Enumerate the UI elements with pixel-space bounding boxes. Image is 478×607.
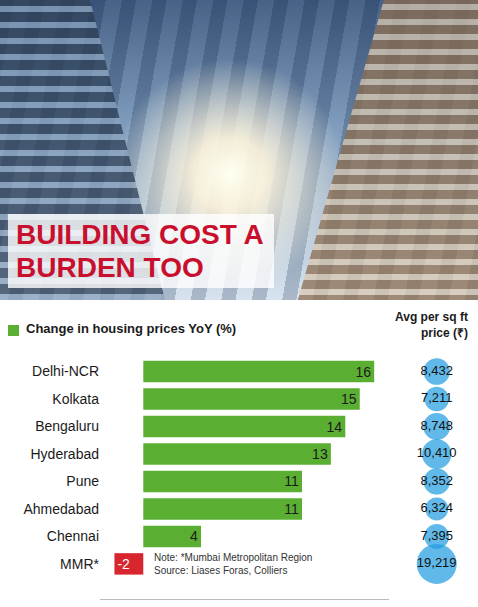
svg-text:11: 11: [284, 473, 299, 489]
svg-text:8,352: 8,352: [420, 473, 453, 488]
svg-text:Delhi-NCR: Delhi-NCR: [32, 363, 99, 379]
svg-text:7,395: 7,395: [420, 528, 453, 543]
svg-text:14: 14: [327, 419, 343, 435]
svg-text:Kolkata: Kolkata: [52, 391, 99, 407]
svg-text:16: 16: [355, 364, 371, 380]
svg-text:Pune: Pune: [66, 473, 99, 489]
svg-text:Bengaluru: Bengaluru: [35, 418, 99, 434]
svg-text:13: 13: [312, 446, 328, 462]
svg-text:15: 15: [341, 391, 357, 407]
svg-text:6,324: 6,324: [420, 500, 453, 515]
svg-text:Avg per sq ftprice (₹): Avg per sq ftprice (₹): [395, 310, 468, 340]
svg-text:Chennai: Chennai: [47, 528, 99, 544]
html-text:BUILDING COST A BURDEN TOO: BUILDING COST A BURDEN TOO: [16, 219, 264, 283]
svg-text:11: 11: [284, 501, 299, 517]
svg-text:Note: *Mumbai Metropolitan Reg: Note: *Mumbai Metropolitan RegionSource:…: [154, 552, 312, 576]
svg-text:10,410: 10,410: [417, 445, 457, 460]
svg-text:Change in housing prices YoY (: Change in housing prices YoY (%): [26, 321, 236, 336]
svg-text:7,211: 7,211: [421, 390, 453, 405]
svg-text:Hyderabad: Hyderabad: [31, 446, 100, 462]
svg-text:8,432: 8,432: [420, 363, 453, 378]
svg-text:-2: -2: [117, 556, 130, 572]
svg-text:4: 4: [190, 528, 198, 544]
svg-text:Ahmedabad: Ahmedabad: [23, 501, 99, 517]
svg-text:8,748: 8,748: [420, 418, 453, 433]
svg-text:MMR*: MMR*: [60, 556, 99, 572]
svg-text:19,219: 19,219: [417, 555, 457, 570]
